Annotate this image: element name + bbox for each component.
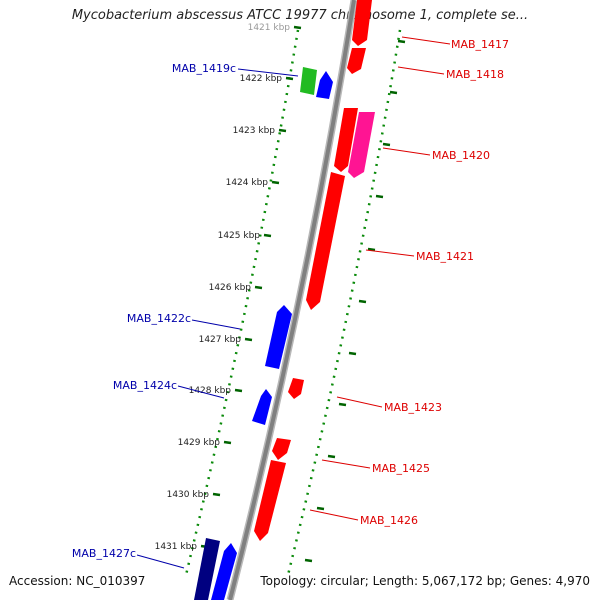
kbp-tick-mark: [278, 128, 287, 133]
kbp-tick-mark: [293, 25, 302, 30]
gene-label-mab-1425[interactable]: MAB_1425: [372, 462, 430, 475]
gene-arrow-mab-1418[interactable]: [347, 48, 366, 74]
gene-arrow-mab-1421[interactable]: [306, 172, 345, 310]
gene-arrow-mab-1423[interactable]: [288, 378, 304, 399]
gene-label-mab-1424c[interactable]: MAB_1424c: [113, 379, 177, 392]
outer-tick-mark: [338, 402, 347, 407]
backbone-shadow: [226, 0, 358, 600]
gene-label-mab-1421[interactable]: MAB_1421: [416, 250, 474, 263]
chromosome-backbone: [228, 0, 356, 600]
gene-label-mab-1422c[interactable]: MAB_1422c: [127, 312, 191, 325]
kbp-tick-label: 1427 kbp: [199, 335, 242, 345]
gene-label-mab-1423[interactable]: MAB_1423: [384, 401, 442, 414]
gene-arrow-mab-1427c[interactable]: [211, 543, 237, 600]
kbp-tick-mark: [234, 388, 243, 393]
gene-label-mab-1417[interactable]: MAB_1417: [451, 38, 509, 51]
kbp-tick-label: 1423 kbp: [233, 126, 276, 136]
reverse-gene-labels: MAB_1419c MAB_1422c MAB_1424c MAB_1427c: [72, 62, 236, 560]
outer-tick-mark: [375, 194, 384, 199]
kbp-tick-mark: [254, 285, 263, 290]
gene-arrow-mab-1422c[interactable]: [265, 305, 292, 369]
accession-text: Accession: NC_010397: [9, 574, 146, 588]
gene-arrow-mab-1419c[interactable]: [316, 71, 333, 99]
outer-tick-mark: [382, 142, 391, 147]
outer-tick-mark: [389, 90, 398, 95]
outer-tick-mark: [348, 351, 357, 356]
gene-label-mab-1419c[interactable]: MAB_1419c: [172, 62, 236, 75]
kbp-tick-mark: [223, 440, 232, 445]
gene-arrow-mab-1426[interactable]: [254, 460, 286, 541]
kbp-tick-label: 1428 kbp: [189, 386, 232, 396]
gene-label-mab-1426[interactable]: MAB_1426: [360, 514, 418, 527]
outer-tick-mark: [397, 39, 406, 44]
kbp-tick-mark: [271, 180, 280, 185]
gene-arrow-mab-1420[interactable]: [348, 112, 375, 178]
topology-text: Topology: circular; Length: 5,067,172 bp…: [260, 574, 590, 588]
kbp-tick-mark: [263, 233, 272, 238]
outer-tick-mark: [304, 558, 313, 563]
gene-arrow-mab-1425[interactable]: [272, 438, 291, 460]
forward-gene-labels: MAB_1417 MAB_1418 MAB_1420 MAB_1421 MAB_…: [360, 38, 509, 527]
map-title: Mycobacterium abscessus ATCC 19977 chrom…: [71, 8, 529, 23]
gene-arrow-mab-1421-a[interactable]: [334, 108, 358, 172]
outer-tick-mark: [358, 299, 367, 304]
gene-label-mab-1427c[interactable]: MAB_1427c: [72, 547, 136, 560]
gene-arrow-mab-1427c-dark[interactable]: [194, 538, 220, 600]
kbp-tick-mark: [212, 492, 221, 497]
gene-label-mab-1418[interactable]: MAB_1418: [446, 68, 504, 81]
label-leader-lines: [136, 36, 451, 569]
gene-features[interactable]: [194, 0, 375, 600]
kbp-tick-label: 1426 kbp: [209, 283, 252, 293]
outer-tick-mark: [316, 506, 325, 511]
kbp-tick-label: 1430 kbp: [167, 490, 210, 500]
gene-arrow-rna-1419[interactable]: [300, 67, 317, 95]
kbp-tick-label: 1422 kbp: [240, 74, 283, 84]
kbp-tick-label: 1429 kbp: [178, 438, 221, 448]
kbp-tick-label: 1424 kbp: [226, 178, 269, 188]
gene-label-mab-1420[interactable]: MAB_1420: [432, 149, 490, 162]
kbp-tick-mark: [285, 76, 294, 81]
kbp-tick-label: 1431 kbp: [155, 542, 198, 552]
gene-arrow-mab-1417[interactable]: [352, 0, 372, 46]
kbp-tick-mark: [244, 337, 253, 342]
outer-tick-mark: [367, 247, 376, 252]
kbp-tick-label: 1421 kbp: [248, 23, 291, 33]
gene-arrow-mab-1424c[interactable]: [252, 389, 272, 425]
outer-tick-mark: [327, 454, 336, 459]
kbp-tick-label: 1425 kbp: [218, 231, 261, 241]
